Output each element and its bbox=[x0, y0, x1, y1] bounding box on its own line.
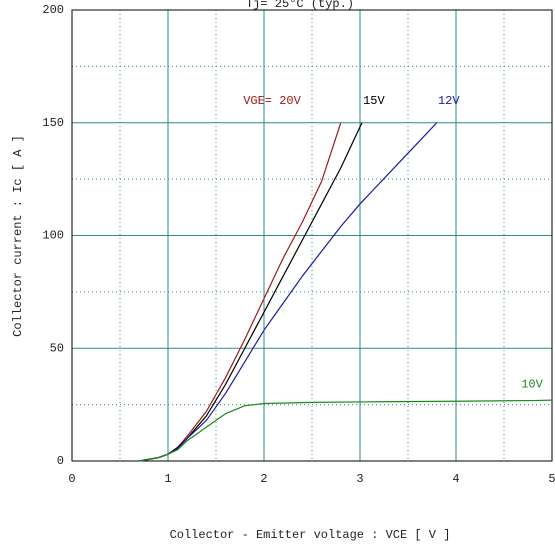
x-tick-label: 2 bbox=[260, 472, 267, 486]
series-line bbox=[139, 122, 438, 462]
x-tick-label: 1 bbox=[164, 472, 171, 486]
y-tick-label: 200 bbox=[42, 3, 64, 17]
series-label: 10V bbox=[521, 377, 543, 391]
x-tick-label: 0 bbox=[68, 472, 75, 486]
y-tick-label: 0 bbox=[57, 454, 64, 468]
y-axis-label: Collector current : Ic [ A ] bbox=[11, 135, 25, 337]
series-line bbox=[139, 399, 553, 462]
x-tick-label: 3 bbox=[356, 472, 363, 486]
chart-title: Tj= 25°C (typ.) bbox=[246, 0, 354, 11]
plot-frame bbox=[71, 9, 553, 462]
series-label: 12V bbox=[438, 94, 460, 108]
y-tick-label: 100 bbox=[42, 229, 64, 243]
y-tick-label: 50 bbox=[50, 341, 64, 355]
series-label: VGE= 20V bbox=[243, 94, 301, 108]
y-tick-label: 150 bbox=[42, 116, 64, 130]
x-tick-label: 4 bbox=[452, 472, 459, 486]
x-tick-label: 5 bbox=[548, 472, 555, 486]
series-label: 15V bbox=[363, 94, 385, 108]
x-axis-label: Collector - Emitter voltage : VCE [ V ] bbox=[170, 528, 451, 542]
